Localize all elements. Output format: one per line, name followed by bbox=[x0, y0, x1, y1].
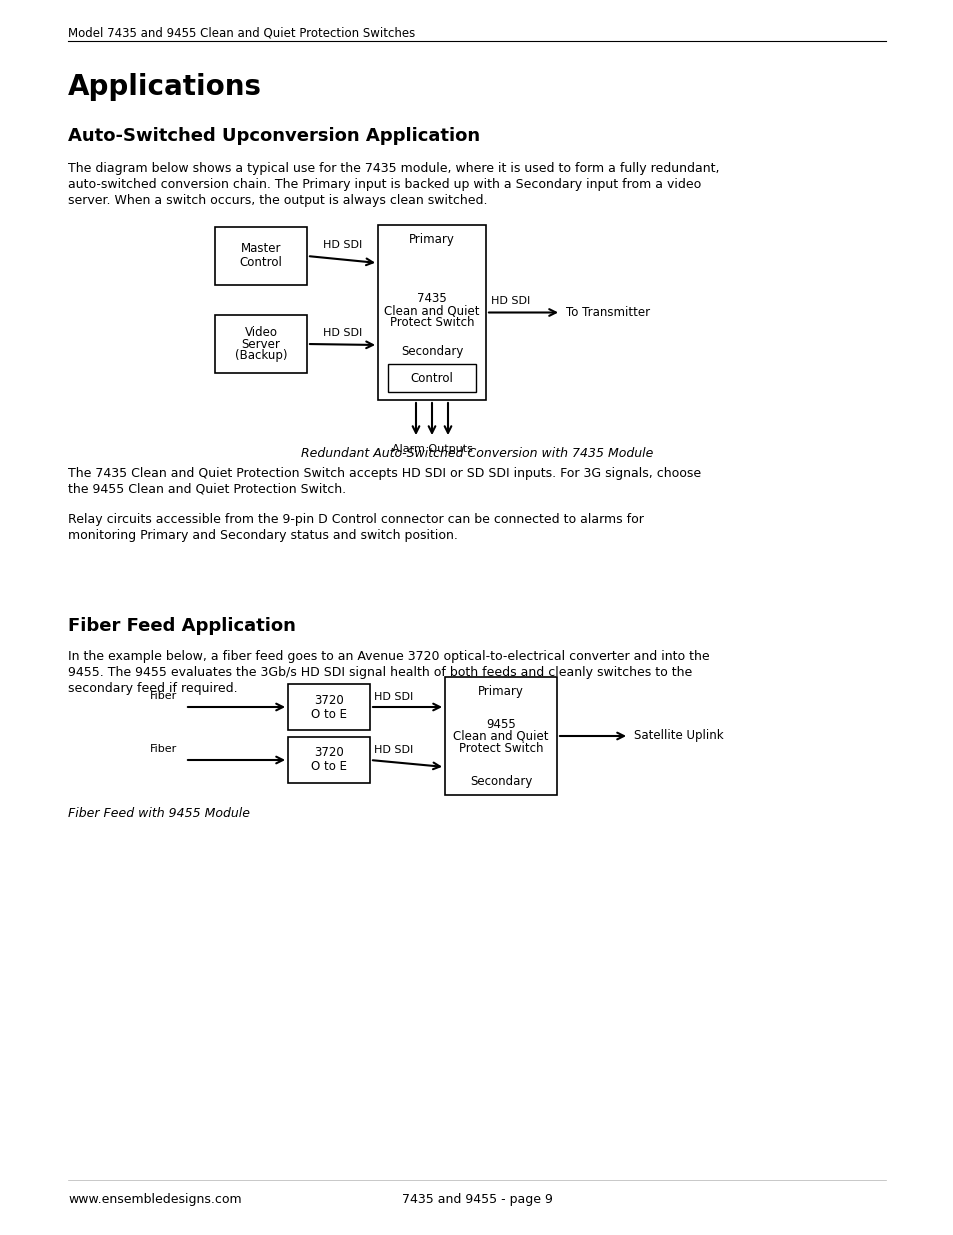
Text: HD SDI: HD SDI bbox=[374, 745, 413, 755]
Bar bbox=[377, 225, 485, 400]
Text: Video: Video bbox=[244, 326, 277, 338]
Text: the 9455 Clean and Quiet Protection Switch.: the 9455 Clean and Quiet Protection Swit… bbox=[68, 483, 346, 496]
Text: O to E: O to E bbox=[311, 761, 347, 773]
Text: HD SDI: HD SDI bbox=[322, 240, 362, 249]
Text: Secondary: Secondary bbox=[400, 346, 463, 358]
Text: O to E: O to E bbox=[311, 708, 347, 720]
Text: Auto-Switched Upconversion Application: Auto-Switched Upconversion Application bbox=[68, 127, 479, 144]
Text: Master: Master bbox=[240, 242, 281, 256]
Text: server. When a switch occurs, the output is always clean switched.: server. When a switch occurs, the output… bbox=[68, 194, 487, 207]
Bar bbox=[388, 364, 476, 391]
Text: 7435: 7435 bbox=[416, 291, 446, 305]
Text: Protect Switch: Protect Switch bbox=[458, 741, 542, 755]
Text: 3720: 3720 bbox=[314, 746, 343, 760]
Text: Satellite Uplink: Satellite Uplink bbox=[634, 730, 723, 742]
Text: 9455: 9455 bbox=[486, 718, 516, 730]
Text: The diagram below shows a typical use for the 7435 module, where it is used to f: The diagram below shows a typical use fo… bbox=[68, 162, 719, 175]
Text: Control: Control bbox=[239, 257, 282, 269]
Text: Fiber: Fiber bbox=[150, 692, 177, 701]
Text: Alarm Outputs: Alarm Outputs bbox=[391, 445, 472, 454]
Text: 9455. The 9455 evaluates the 3Gb/s HD SDI signal health of both feeds and cleanl: 9455. The 9455 evaluates the 3Gb/s HD SD… bbox=[68, 666, 692, 679]
Text: HD SDI: HD SDI bbox=[322, 329, 362, 338]
Text: Relay circuits accessible from the 9-pin D Control connector can be connected to: Relay circuits accessible from the 9-pin… bbox=[68, 513, 643, 526]
Text: secondary feed if required.: secondary feed if required. bbox=[68, 682, 237, 695]
Bar bbox=[288, 684, 370, 730]
Bar bbox=[444, 677, 557, 795]
Text: HD SDI: HD SDI bbox=[491, 296, 530, 306]
Text: monitoring Primary and Secondary status and switch position.: monitoring Primary and Secondary status … bbox=[68, 529, 457, 542]
Text: 3720: 3720 bbox=[314, 694, 343, 706]
Text: Primary: Primary bbox=[409, 233, 455, 246]
Bar bbox=[214, 315, 307, 373]
Text: Clean and Quiet: Clean and Quiet bbox=[453, 730, 548, 742]
Text: Control: Control bbox=[410, 372, 453, 384]
Bar bbox=[288, 737, 370, 783]
Text: Server: Server bbox=[241, 337, 280, 351]
Text: To Transmitter: To Transmitter bbox=[565, 306, 649, 319]
Text: Fiber Feed Application: Fiber Feed Application bbox=[68, 618, 295, 635]
Text: Fiber Feed with 9455 Module: Fiber Feed with 9455 Module bbox=[68, 806, 250, 820]
Text: HD SDI: HD SDI bbox=[374, 692, 413, 701]
Text: Applications: Applications bbox=[68, 73, 262, 101]
Text: Primary: Primary bbox=[477, 685, 523, 698]
Text: Clean and Quiet: Clean and Quiet bbox=[384, 304, 479, 317]
Bar bbox=[214, 227, 307, 285]
Text: In the example below, a fiber feed goes to an Avenue 3720 optical-to-electrical : In the example below, a fiber feed goes … bbox=[68, 650, 709, 663]
Text: The 7435 Clean and Quiet Protection Switch accepts HD SDI or SD SDI inputs. For : The 7435 Clean and Quiet Protection Swit… bbox=[68, 467, 700, 480]
Text: (Backup): (Backup) bbox=[234, 350, 287, 363]
Text: Secondary: Secondary bbox=[469, 774, 532, 788]
Text: www.ensembledesigns.com: www.ensembledesigns.com bbox=[68, 1193, 241, 1207]
Text: auto-switched conversion chain. The Primary input is backed up with a Secondary : auto-switched conversion chain. The Prim… bbox=[68, 178, 700, 191]
Text: Fiber: Fiber bbox=[150, 743, 177, 755]
Text: Protect Switch: Protect Switch bbox=[390, 316, 474, 329]
Text: Redundant Auto-Switched Conversion with 7435 Module: Redundant Auto-Switched Conversion with … bbox=[300, 447, 653, 459]
Text: 7435 and 9455 - page 9: 7435 and 9455 - page 9 bbox=[401, 1193, 552, 1207]
Text: Model 7435 and 9455 Clean and Quiet Protection Switches: Model 7435 and 9455 Clean and Quiet Prot… bbox=[68, 27, 415, 40]
